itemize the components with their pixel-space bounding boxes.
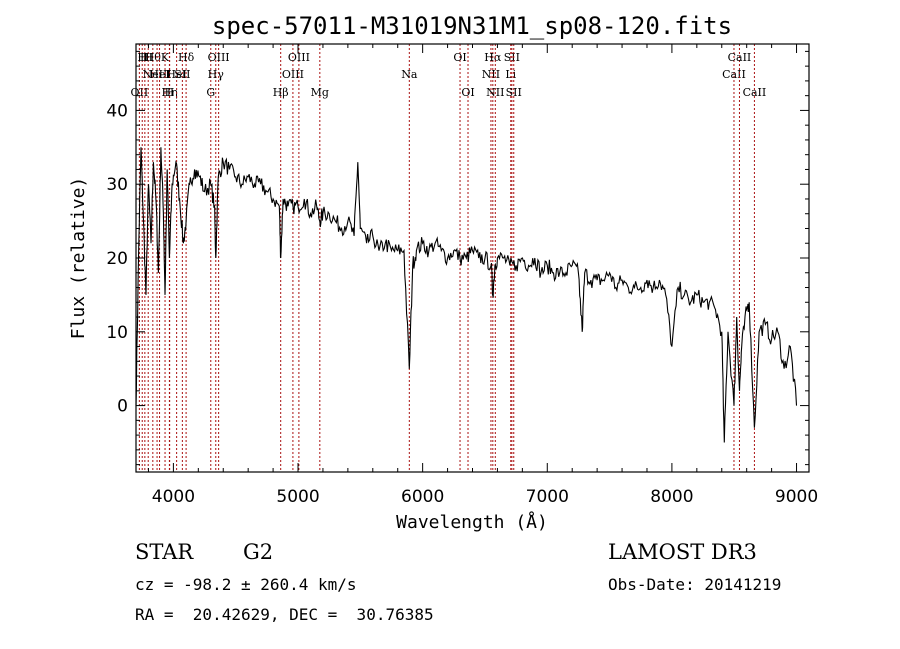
spectral-line-label: H [137,51,147,64]
spectral-line-label: CaII [722,68,746,81]
y-tick-label: 20 [106,249,128,269]
survey-name: LAMOST DR3 [608,540,757,564]
chart-title: spec-57011-M31019N31M1_sp08-120.fits [212,12,732,40]
spectral-line-label: NII [486,86,504,99]
coordinates: RA = 20.42629, DEC = 30.76385 [135,605,434,624]
x-tick-label: 5000 [276,487,319,507]
spectral-line-label: HeI [166,68,186,81]
spectral-line-label: G [206,86,215,99]
spectral-line-label: OIII [282,68,304,81]
spectral-line-label: K [161,51,170,64]
object-subclass: G2 [243,540,274,564]
y-tick-label: 0 [117,397,128,417]
spectral-line-label: Hθ [145,51,162,64]
spectral-line-label: Na [401,68,418,81]
x-tick-label: 9000 [775,487,818,507]
spectral-line-label: Mg [311,86,329,99]
spectral-line-label: Hδ [178,51,195,64]
spectral-line-label: H [143,51,153,64]
y-tick-label: 30 [106,175,128,195]
spectral-line-label: OI [453,51,466,64]
spectral-line-label: Hα [484,51,502,64]
observation-date: Obs-Date: 20141219 [608,575,782,594]
spectral-line-label: Hγ [208,68,225,81]
spectral-line-label: OII [131,86,149,99]
y-tick-label: 10 [106,323,128,343]
spectral-line-label: SII [174,68,190,81]
spectral-line-label: SII [506,86,522,99]
x-tick-label: 6000 [401,487,444,507]
spectral-line-label: OIII [288,51,310,64]
spectral-line-label: CaII [728,51,752,64]
spectral-line-label: NII [482,68,500,81]
x-tick-label: 8000 [650,487,693,507]
spectral-line-label: Hβ [273,86,289,99]
spectral-line-label: Li [505,68,516,81]
y-tick-label: 40 [106,101,128,121]
spectral-line-label: SII [504,51,520,64]
spectrum-series-line [135,147,798,443]
redshift-velocity: cz = -98.2 ± 260.4 km/s [135,575,357,594]
spectral-line-label: OIII [208,51,230,64]
spectral-line-label: OI [461,86,474,99]
spectral-line-label: CaII [743,86,767,99]
spectral-line-label: NeIII [142,68,171,81]
x-tick-label: 7000 [526,487,569,507]
x-axis-label: Wavelength (Å) [396,511,548,533]
y-axis-label: Flux (relative) [68,177,89,340]
x-tick-label: 4000 [152,487,195,507]
object-class: STAR [135,540,194,564]
plot-frame [135,43,810,473]
spectral-line-label: H [140,51,150,64]
spectral-line-label: Hη [162,86,178,99]
